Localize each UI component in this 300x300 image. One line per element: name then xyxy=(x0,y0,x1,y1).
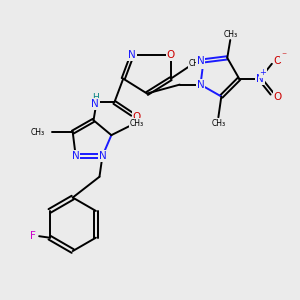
Text: O: O xyxy=(133,112,141,122)
Text: N: N xyxy=(197,80,204,90)
Text: CH₃: CH₃ xyxy=(30,128,44,137)
Text: +: + xyxy=(260,68,266,77)
Text: N: N xyxy=(91,99,99,109)
Text: O: O xyxy=(274,56,282,66)
Text: CH₃: CH₃ xyxy=(211,119,225,128)
Text: N: N xyxy=(256,74,264,84)
Text: ⁻: ⁻ xyxy=(281,51,286,62)
Text: N: N xyxy=(99,151,106,161)
Text: F: F xyxy=(30,231,36,241)
Text: CH₃: CH₃ xyxy=(223,30,237,39)
Text: H: H xyxy=(92,94,98,103)
Text: N: N xyxy=(197,56,204,66)
Text: CH₃: CH₃ xyxy=(130,119,144,128)
Text: O: O xyxy=(274,92,282,101)
Text: CH₃: CH₃ xyxy=(189,59,203,68)
Text: O: O xyxy=(167,50,175,60)
Text: N: N xyxy=(72,151,80,161)
Text: N: N xyxy=(128,50,136,60)
